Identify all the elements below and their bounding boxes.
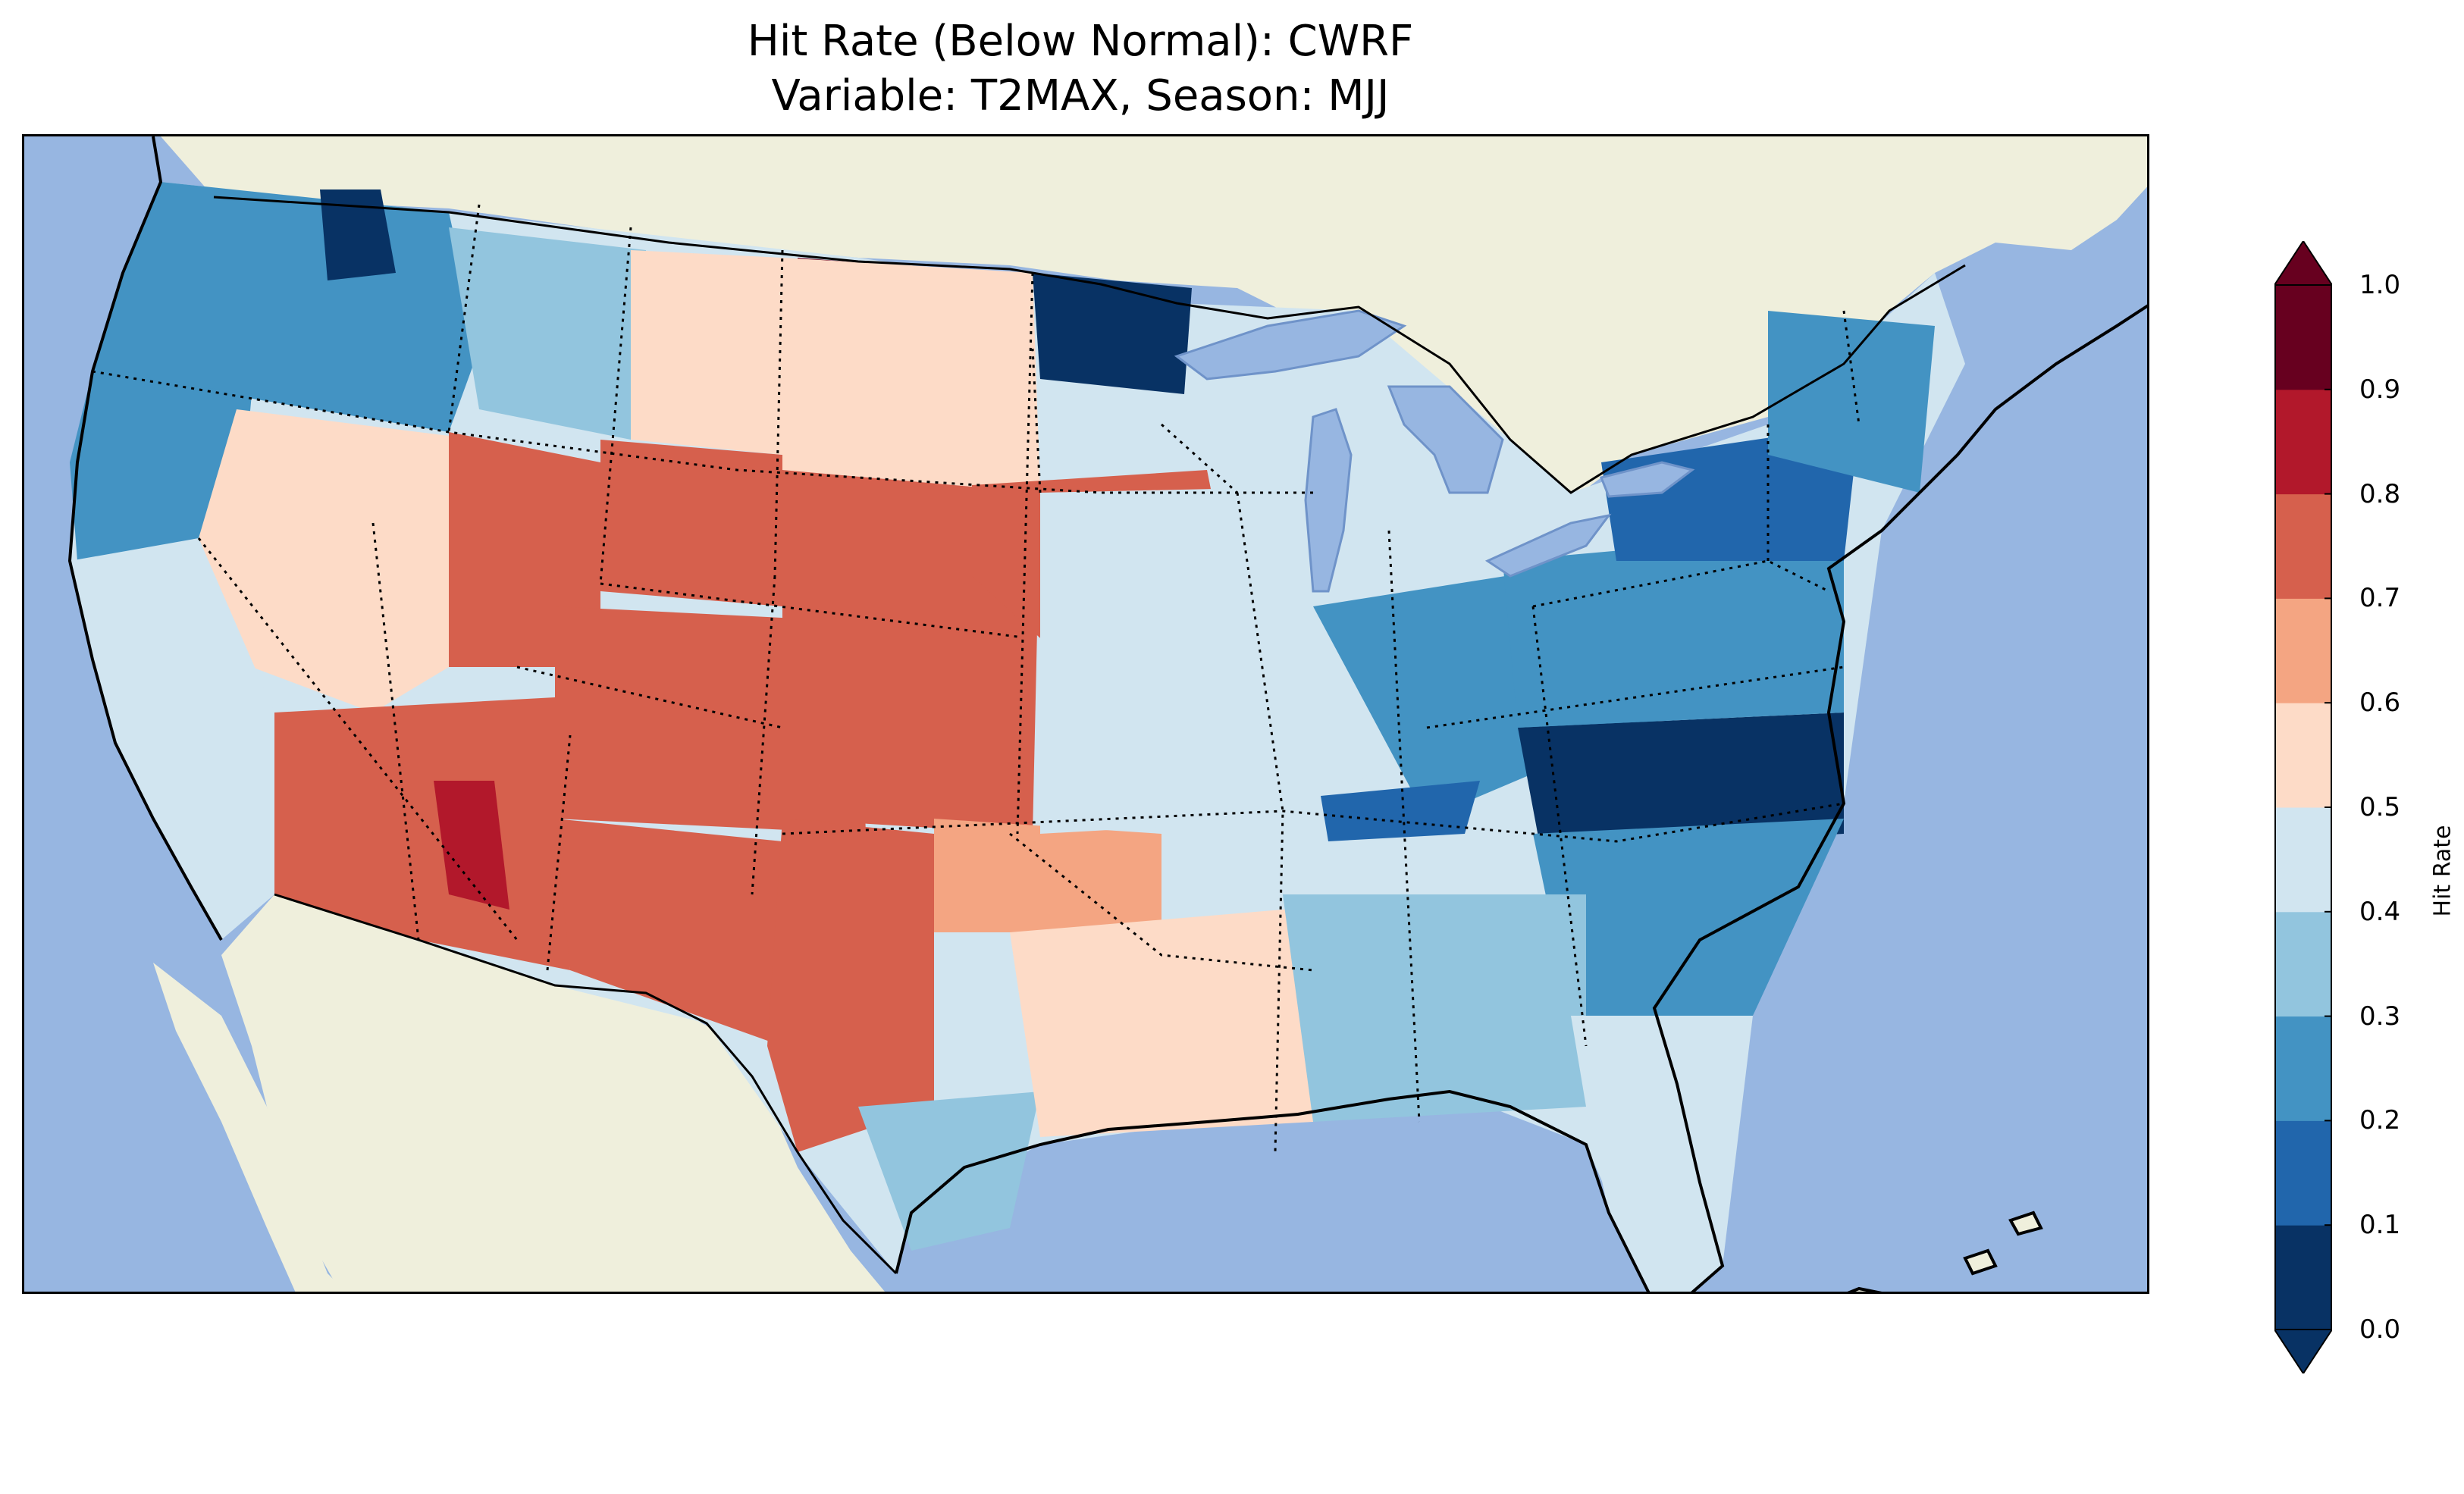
colorbar-segment (2275, 389, 2331, 495)
colorbar-tick-label: 0.5 (2359, 792, 2401, 822)
lake-huron (1387, 385, 1504, 494)
map-panel (22, 134, 2149, 1294)
colorbar-tick-label: 0.9 (2359, 374, 2401, 405)
cuba-land (1847, 1286, 1882, 1292)
region-dakotas (782, 258, 1040, 493)
region-northern-idaho (320, 189, 396, 280)
lake-michigan (1304, 408, 1353, 593)
colorbar-tick-label: 0.1 (2359, 1210, 2401, 1241)
baja-land (153, 963, 346, 1292)
state-borders (92, 204, 1861, 1153)
canada-land (161, 136, 2147, 500)
colorbar-tick-label: 0.3 (2359, 1001, 2401, 1032)
atlantic-coastline (1652, 304, 2147, 1292)
colorbar-label: Hit Rate (2429, 825, 2456, 917)
region-arizona-core (434, 781, 509, 910)
colorbar-segment (2275, 285, 2331, 390)
region-west-texas (767, 819, 934, 1152)
us-canada-border (213, 196, 1966, 494)
region-minnesota-north (1033, 273, 1192, 394)
colorbar (2274, 241, 2332, 1373)
region-virginia (1518, 713, 1844, 849)
region-wyoming (600, 440, 782, 606)
colorbar-segment (2275, 1016, 2331, 1121)
colorbar-tick-label: 0.4 (2359, 896, 2401, 927)
colorbar-segment (2275, 598, 2331, 703)
colorbar-under-triangle (2274, 1329, 2332, 1373)
us-mexico-border (274, 893, 898, 1275)
colorbar-over-triangle (2274, 241, 2332, 286)
gulf-coastline (895, 1089, 1651, 1292)
region-montana-east (631, 250, 782, 455)
region-florida (1571, 1016, 1723, 1292)
colorbar-segment (2275, 911, 2331, 1017)
region-oklahoma (934, 819, 1161, 932)
colorbar-segment (2275, 1120, 2331, 1226)
region-new-england (1768, 311, 1935, 493)
region-carolinas (1533, 819, 1844, 1016)
colorbar-segment (2275, 493, 2331, 599)
region-southeast (1283, 894, 1586, 1122)
mexico-land (221, 894, 885, 1292)
colorbar-tick-label: 0.6 (2359, 687, 2401, 719)
region-south-texas (858, 1092, 1040, 1251)
region-new-mexico (555, 819, 782, 1046)
colorbar-segment (2275, 1225, 2331, 1330)
lake-ontario (1599, 461, 1695, 498)
region-montana-west (449, 227, 646, 440)
colorbar-tick-label: 1.0 (2359, 270, 2401, 300)
colorbar-segment (2275, 807, 2331, 913)
lake-superior (1174, 309, 1407, 381)
colorbar-tick-label: 0.7 (2359, 583, 2401, 614)
map-canvas (67, 136, 2147, 1292)
map-subtitle: Variable: T2MAX, Season: MJJ (771, 71, 1390, 121)
colorbar-segment (2275, 703, 2331, 808)
colorbar-tick-label: 0.2 (2359, 1105, 2401, 1136)
map-title: Hit Rate (Below Normal): CWRF (747, 17, 1414, 66)
region-nevada (199, 409, 479, 713)
colorbar-tick-label: 0.0 (2359, 1314, 2401, 1345)
bahamas-land (1963, 1211, 2043, 1276)
pacific-coastline (67, 136, 223, 941)
lake-erie (1484, 513, 1612, 578)
colorbar-tick-label: 0.8 (2359, 478, 2401, 509)
